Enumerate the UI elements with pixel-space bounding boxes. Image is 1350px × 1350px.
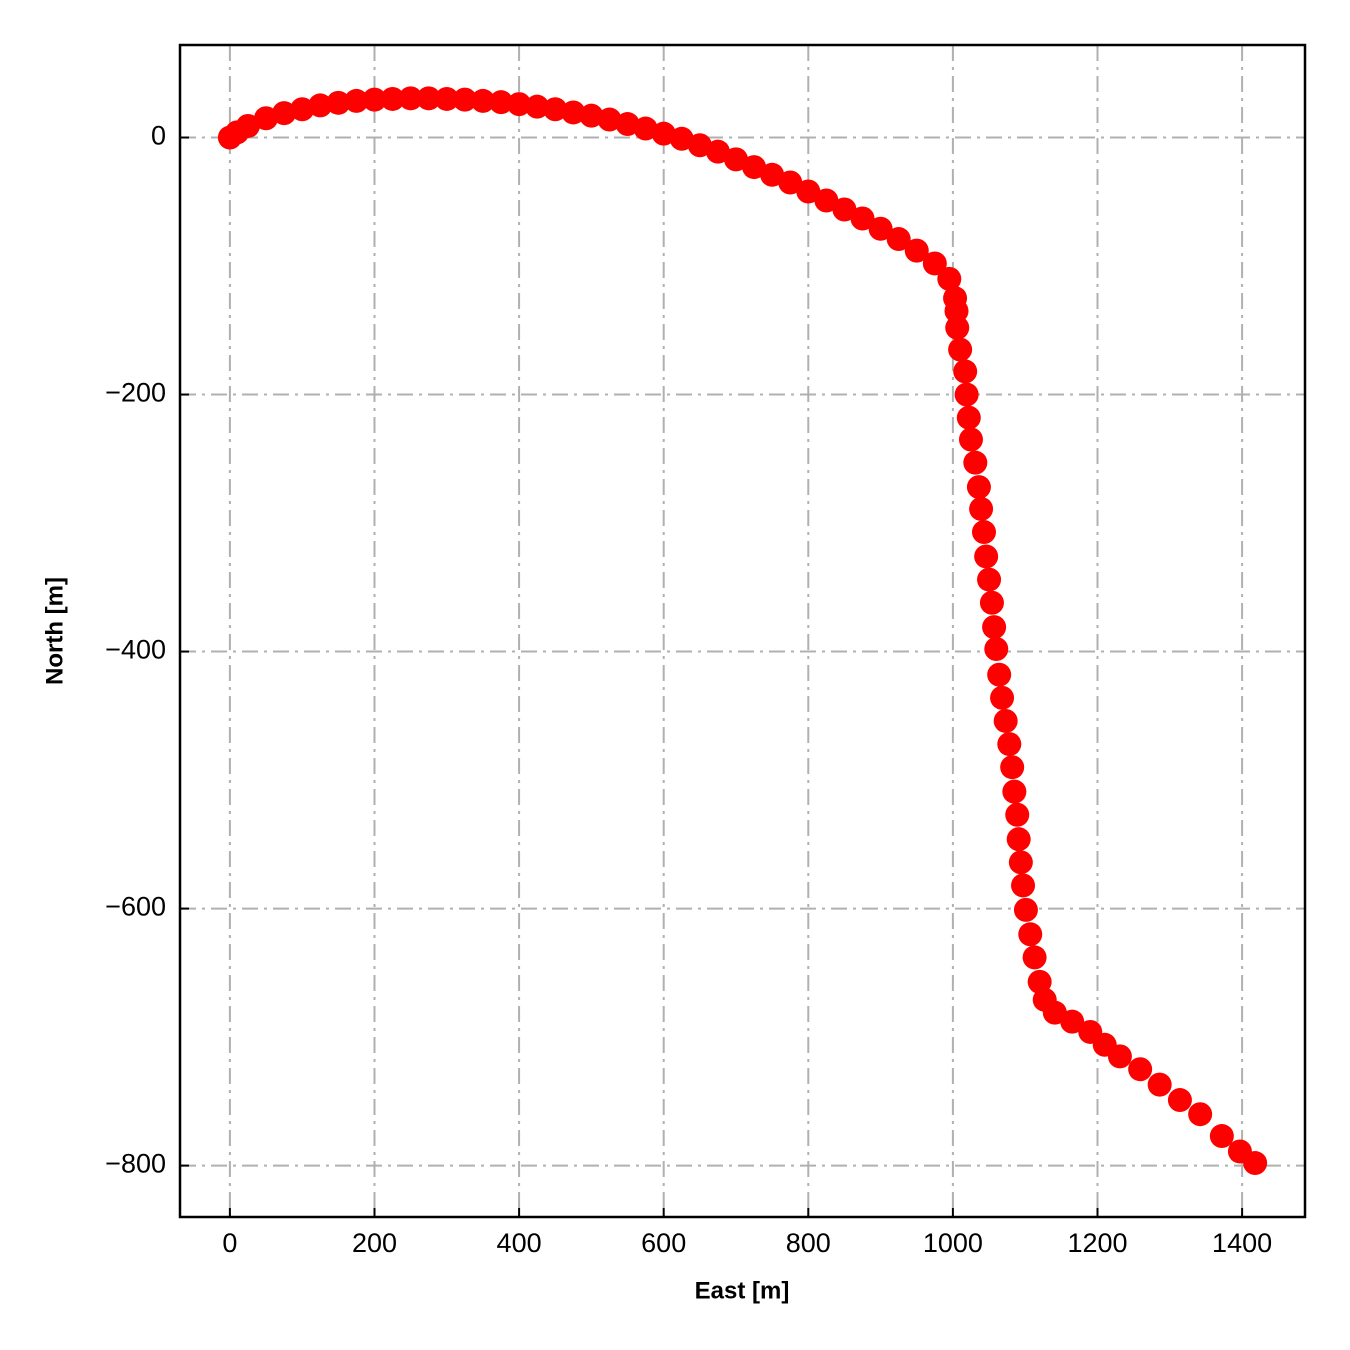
point [1209,1124,1234,1149]
point [760,162,785,187]
point [850,206,875,231]
point [380,86,405,111]
point [543,97,568,122]
y-tick-label: −600 [105,892,166,922]
point [956,405,981,430]
point [507,92,532,117]
point [904,238,929,263]
point [886,227,911,252]
point [1243,1151,1268,1176]
point [977,567,1002,592]
plot-frame [178,43,1307,1219]
point [597,107,622,132]
point [1107,1044,1132,1069]
point [937,266,962,291]
point [272,101,297,126]
point [705,139,730,164]
point [1002,779,1027,804]
point [723,147,748,172]
point [974,544,999,569]
point [963,450,988,475]
y-axis-label: North [m] [41,577,68,685]
x-tick-label: 1200 [1067,1228,1127,1258]
point [1011,873,1036,898]
point [966,475,991,500]
point [1147,1072,1172,1097]
y-tick-label: −800 [105,1149,166,1179]
point [969,496,994,521]
point [687,133,712,158]
point [832,197,857,222]
point [308,93,333,118]
point [344,88,369,113]
y-tick-label: −400 [105,635,166,665]
x-tick-label: 1400 [1212,1228,1272,1258]
x-tick-label: 200 [352,1228,397,1258]
point [979,590,1004,615]
point [742,155,767,180]
point [1027,969,1052,994]
point [651,121,676,146]
x-tick-label: 400 [497,1228,542,1258]
point [954,382,979,407]
point [362,87,387,112]
point [615,112,640,137]
point [1013,897,1038,922]
point [416,86,441,111]
point [290,97,315,122]
point [990,685,1015,710]
point [561,100,586,125]
x-tick-label: 0 [222,1228,237,1258]
point [669,126,694,151]
point [1188,1102,1213,1127]
point [922,251,947,276]
point [945,315,970,340]
x-tick-label: 600 [641,1228,686,1258]
point [868,216,893,241]
point [470,88,495,113]
point [235,113,260,138]
point [948,337,973,362]
point [1022,945,1047,970]
x-tick-label: 800 [786,1228,831,1258]
point [398,86,423,111]
point [326,90,351,115]
point [984,636,1009,661]
point [525,94,550,119]
point [1000,755,1025,780]
point [971,520,996,545]
point [1060,1009,1085,1034]
point [1006,827,1031,852]
point [452,87,477,112]
point [993,708,1018,733]
point [489,90,514,115]
point [958,427,983,452]
point [579,103,604,128]
point [778,170,803,195]
point [434,86,459,111]
point [1008,850,1033,875]
point [1005,802,1030,827]
point [987,662,1012,687]
point [997,732,1022,757]
point [1167,1088,1192,1113]
x-axis-label: East [m] [695,1277,790,1304]
point [1128,1057,1153,1082]
point [633,116,658,141]
point [814,188,839,213]
point [1018,922,1043,947]
x-tick-label: 1000 [923,1228,983,1258]
y-tick-label: −200 [105,378,166,408]
point [982,615,1007,640]
y-tick-label: 0 [151,121,166,151]
point [953,359,978,384]
point [796,179,821,204]
point [254,106,279,131]
